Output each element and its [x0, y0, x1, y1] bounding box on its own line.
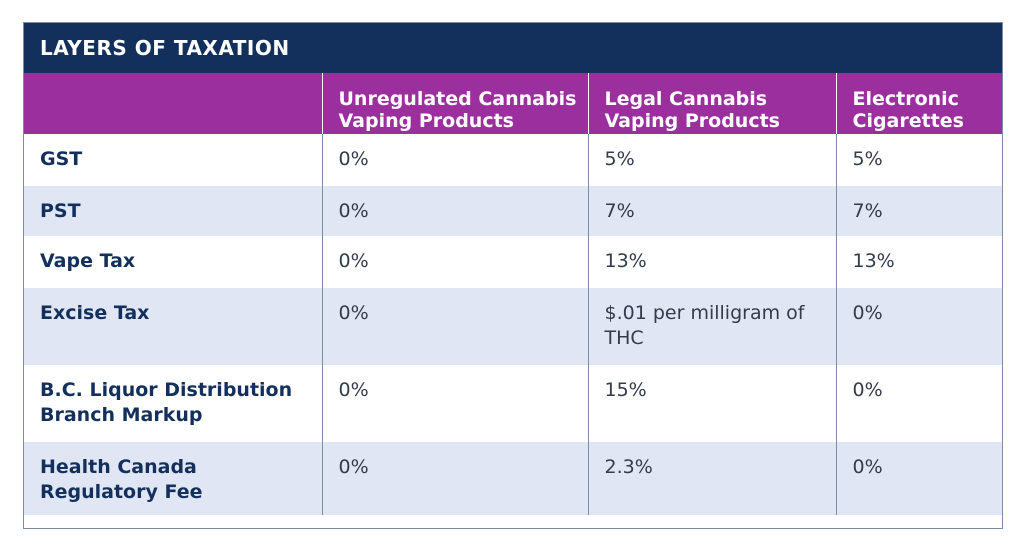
- cell-unregulated: 0%: [321, 288, 588, 365]
- cell-legal: 15%: [587, 365, 836, 442]
- row-label: PST: [24, 186, 322, 236]
- cell-unregulated: 0%: [321, 186, 588, 236]
- cell-legal: 7%: [587, 186, 836, 236]
- cell-unregulated: 0%: [321, 365, 588, 442]
- taxation-table-panel: LAYERS OF TAXATION Unregulated Cannabis …: [23, 22, 1003, 529]
- column-header-ecig: Electronic Cigarettes: [835, 73, 1002, 134]
- table-row: Excise Tax 0% $.01 per milligram of THC …: [24, 288, 1002, 365]
- column-header-label: [24, 73, 322, 134]
- cell-legal: $.01 per milligram of THC: [587, 288, 836, 365]
- cell-ecig: 7%: [835, 186, 1002, 236]
- cell-unregulated: 0%: [321, 236, 588, 288]
- cell-legal: 13%: [587, 236, 836, 288]
- row-label: B.C. Liquor Distribution Branch Markup: [24, 365, 322, 442]
- cell-legal: 2.3%: [587, 442, 836, 515]
- column-header-unregulated: Unregulated Cannabis Vaping Products: [321, 73, 588, 134]
- table-row: Health Canada Regulatory Fee 0% 2.3% 0%: [24, 442, 1002, 515]
- cell-ecig: 13%: [835, 236, 1002, 288]
- table-row: GST 0% 5% 5%: [24, 134, 1002, 186]
- row-label: GST: [24, 134, 322, 186]
- cell-legal: 5%: [587, 134, 836, 186]
- cell-unregulated: 0%: [321, 134, 588, 186]
- taxation-table: Unregulated Cannabis Vaping Products Leg…: [24, 73, 1002, 515]
- cell-unregulated: 0%: [321, 442, 588, 515]
- cell-ecig: 0%: [835, 442, 1002, 515]
- cell-ecig: 0%: [835, 365, 1002, 442]
- row-label: Health Canada Regulatory Fee: [24, 442, 322, 515]
- cell-ecig: 5%: [835, 134, 1002, 186]
- row-label: Vape Tax: [24, 236, 322, 288]
- header-row: Unregulated Cannabis Vaping Products Leg…: [24, 73, 1002, 134]
- cell-ecig: 0%: [835, 288, 1002, 365]
- row-label: Excise Tax: [24, 288, 322, 365]
- table-title: LAYERS OF TAXATION: [24, 23, 1002, 73]
- table-row: Vape Tax 0% 13% 13%: [24, 236, 1002, 288]
- table-row: B.C. Liquor Distribution Branch Markup 0…: [24, 365, 1002, 442]
- column-header-legal: Legal Cannabis Vaping Products: [587, 73, 836, 134]
- table-row: PST 0% 7% 7%: [24, 186, 1002, 236]
